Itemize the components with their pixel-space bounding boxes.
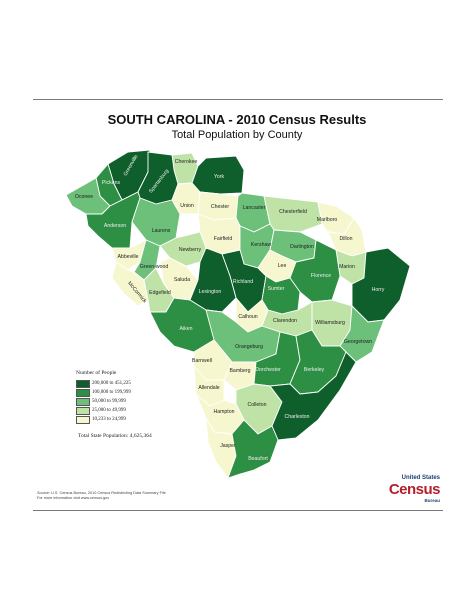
county-label: Green-wood — [140, 264, 169, 270]
county-label: Chesterfield — [279, 209, 307, 215]
county-laurens — [131, 197, 181, 247]
county-label: Lancaster — [243, 205, 266, 211]
county-label: Jasper — [220, 443, 236, 449]
county-label: Edgefield — [149, 290, 171, 296]
county-label: Florence — [311, 273, 331, 279]
county-label: Barnwell — [192, 358, 212, 364]
county-label: Lexington — [199, 289, 222, 295]
census-bureau-logo: United States Census Bureau — [388, 475, 441, 505]
legend-swatch — [76, 388, 90, 397]
county-label: Beaufort — [248, 456, 268, 462]
county-label: Colleton — [247, 402, 266, 408]
county-label: Kershaw — [251, 242, 271, 248]
legend-row: 10,233 to 24,999 — [76, 415, 186, 424]
county-label: Allendale — [198, 385, 219, 391]
legend-swatch — [76, 415, 90, 424]
county-label: Horry — [372, 287, 385, 293]
county-label: Orangeburg — [235, 344, 263, 350]
legend-swatch — [76, 397, 90, 406]
legend-swatch — [76, 406, 90, 415]
county-label: Lee — [278, 263, 287, 269]
county-label: Dillon — [340, 236, 353, 242]
county-newberry — [159, 231, 207, 267]
total-state-population: Total State Population: 4,625,364 — [78, 433, 152, 439]
legend-label: 200,000 to 451,225 — [92, 381, 131, 386]
county-label: Anderson — [104, 223, 126, 229]
county-label: Richland — [233, 279, 253, 285]
county-label: Marion — [339, 264, 355, 270]
logo-united-states: United States — [401, 475, 440, 481]
counties-layer — [65, 149, 411, 479]
county-label: Georgetown — [344, 339, 372, 345]
county-label: Bamberg — [229, 368, 250, 374]
county-label: Berkeley — [304, 367, 325, 373]
county-label: Laurens — [152, 228, 171, 234]
map-legend: Number of People 200,000 to 451,225 100,… — [76, 370, 186, 424]
info-note: For more information visit www.census.go… — [37, 496, 110, 500]
legend-row: 50,000 to 99,999 — [76, 397, 186, 406]
legend-row: 100,000 to 199,999 — [76, 388, 186, 397]
legend-label: 25,000 to 49,999 — [92, 408, 126, 413]
legend-label: 10,233 to 24,999 — [92, 417, 126, 422]
legend-heading: Number of People — [76, 370, 117, 376]
source-note: Source: U.S. Census Bureau, 2010 Census … — [37, 491, 166, 495]
county-label: Fairfield — [214, 236, 233, 242]
county-label: Newberry — [179, 247, 202, 253]
legend-row: 200,000 to 451,225 — [76, 379, 186, 388]
map-subtitle: Total Population by County — [171, 129, 303, 141]
county-label: Aiken — [180, 326, 193, 332]
county-beaufort — [227, 419, 279, 479]
county-label: Cherokee — [175, 159, 198, 165]
county-label: Marlboro — [317, 217, 338, 223]
logo-census: Census — [388, 481, 441, 498]
county-label: Abbeville — [117, 254, 138, 260]
county-label: Union — [180, 203, 194, 209]
legend-label: 50,000 to 99,999 — [92, 399, 126, 404]
county-label: Saluda — [174, 277, 190, 283]
county-label: Dorchester — [255, 367, 281, 373]
county-label: Hampton — [213, 409, 234, 415]
map-title: SOUTH CAROLINA - 2010 Census Results — [107, 112, 367, 127]
county-label: Sumter — [268, 286, 285, 292]
county-label: Charleston — [284, 414, 309, 420]
legend-swatch — [76, 379, 90, 388]
county-label: Calhoun — [238, 314, 257, 320]
county-label: Oconee — [75, 194, 93, 200]
county-label: York — [214, 174, 225, 180]
county-label: Williamsburg — [315, 320, 345, 326]
map-frame — [33, 99, 443, 511]
county-label: Chester — [211, 204, 229, 210]
county-label: Clarendon — [273, 318, 297, 324]
county-label: Darlington — [290, 244, 314, 250]
legend-row: 25,000 to 49,999 — [76, 406, 186, 415]
legend-label: 100,000 to 199,999 — [92, 390, 131, 395]
logo-bureau: Bureau — [424, 498, 440, 503]
county-label: Pickens — [102, 180, 121, 186]
